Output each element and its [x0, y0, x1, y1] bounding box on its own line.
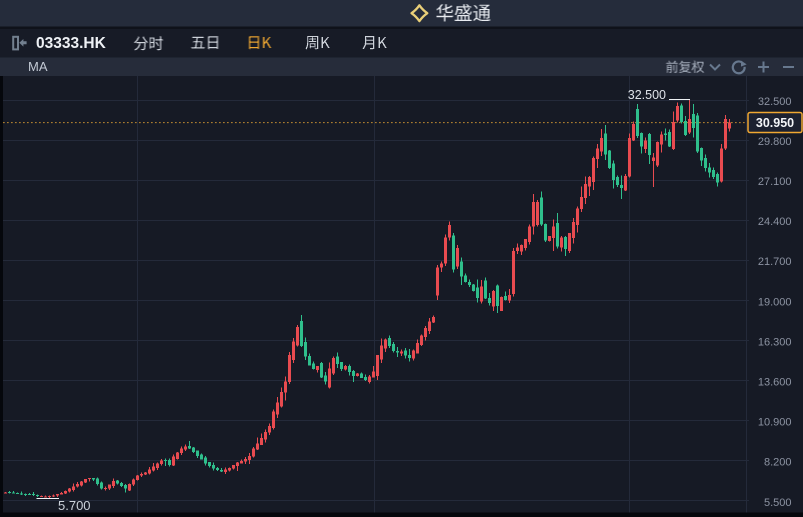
- svg-text:24.400: 24.400: [758, 216, 792, 228]
- svg-text:27.100: 27.100: [758, 176, 792, 188]
- svg-text:MA: MA: [28, 59, 48, 74]
- svg-text:29.800: 29.800: [758, 136, 792, 148]
- svg-text:5.500: 5.500: [764, 497, 792, 509]
- svg-text:19.000: 19.000: [758, 296, 792, 308]
- svg-text:10.900: 10.900: [758, 417, 792, 429]
- svg-text:5.700: 5.700: [58, 498, 91, 513]
- svg-text:21.700: 21.700: [758, 256, 792, 268]
- svg-text:13.600: 13.600: [758, 377, 792, 389]
- svg-text:03333.HK: 03333.HK: [36, 35, 107, 52]
- svg-text:30.950: 30.950: [756, 116, 794, 130]
- svg-text:16.300: 16.300: [758, 336, 792, 348]
- svg-text:32.500: 32.500: [628, 88, 666, 102]
- svg-text:8.200: 8.200: [764, 457, 792, 469]
- svg-text:32.500: 32.500: [758, 96, 792, 108]
